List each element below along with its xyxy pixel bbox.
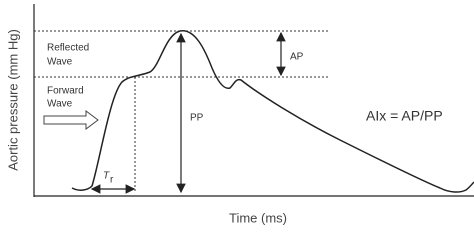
y-axis-title: Aortic pressure (mm Hg) [5,29,20,171]
x-axis-title: Time (ms) [229,210,287,225]
ap-label: AP [290,52,304,63]
forward-arrow [43,110,99,130]
forward-label: Wave [47,99,73,110]
formula: AIx = AP/PP [366,108,443,124]
diagram: Aortic pressure (mm Hg) Time (ms) Reflec… [5,4,474,225]
page: {"axes": {"y_title": "Aortic pressure (m… [5,4,474,226]
pressure-wave [71,30,474,193]
reflected-label: Wave [47,57,73,68]
forward-label: Forward [47,86,84,97]
tr-label: T [103,171,110,182]
pp-label: PP [190,113,204,124]
tr-subscript: r [110,175,114,186]
reflected-label: Reflected [47,43,89,54]
